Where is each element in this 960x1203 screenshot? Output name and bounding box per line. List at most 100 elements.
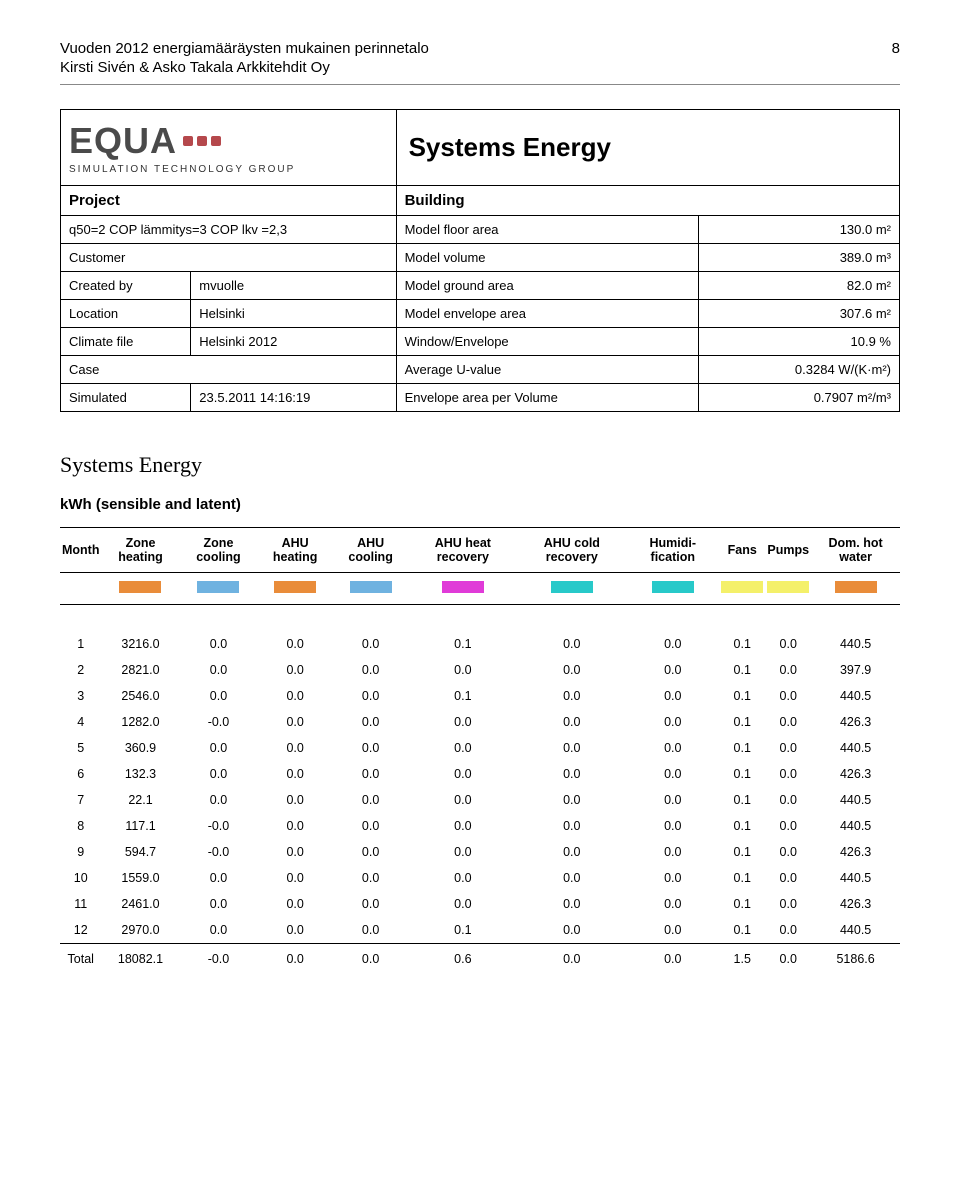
- table-cell: 0.0: [765, 865, 811, 891]
- table-cell: 0.0: [517, 761, 626, 787]
- table-cell: 0.0: [333, 631, 408, 657]
- total-cell: 0.0: [257, 944, 332, 975]
- table-cell: 0.0: [408, 865, 517, 891]
- building-value: 82.0 m²: [699, 272, 900, 300]
- table-row: 101559.00.00.00.00.00.00.00.10.0440.5: [60, 865, 900, 891]
- table-cell: 0.0: [765, 735, 811, 761]
- table-cell: 2461.0: [101, 891, 179, 917]
- table-cell: 0.0: [626, 917, 719, 944]
- table-cell: 0.0: [257, 865, 332, 891]
- table-cell: 0.1: [719, 761, 765, 787]
- project-left-label: Created by: [61, 272, 191, 300]
- table-cell: 0.0: [257, 631, 332, 657]
- column-header: Humidi- fication: [626, 528, 719, 573]
- column-header: AHU cooling: [333, 528, 408, 573]
- doc-title-line1: Vuoden 2012 energiamääräysten mukainen p…: [60, 40, 429, 57]
- color-swatch-cell: [101, 573, 179, 605]
- table-cell: 0.0: [333, 917, 408, 944]
- total-cell: 0.6: [408, 944, 517, 975]
- building-label: Model volume: [396, 244, 698, 272]
- table-cell: 0.1: [408, 631, 517, 657]
- color-swatch-cell: [517, 573, 626, 605]
- table-cell: 0.1: [719, 917, 765, 944]
- project-left-cell: Customer: [61, 244, 397, 272]
- color-swatch: [350, 581, 392, 593]
- project-left-label: Location: [61, 300, 191, 328]
- color-swatch: [551, 581, 593, 593]
- table-row: 13216.00.00.00.00.10.00.00.10.0440.5: [60, 631, 900, 657]
- table-cell: 0.1: [719, 891, 765, 917]
- building-value: 0.3284 W/(K·m²): [699, 356, 900, 384]
- table-row: 112461.00.00.00.00.00.00.00.10.0426.3: [60, 891, 900, 917]
- column-header: AHU heating: [257, 528, 332, 573]
- table-cell: 0.0: [180, 631, 258, 657]
- table-cell: 0.0: [333, 709, 408, 735]
- page-number: 8: [892, 40, 900, 57]
- table-cell: 0.1: [719, 735, 765, 761]
- table-cell: 0.0: [408, 787, 517, 813]
- color-swatch: [442, 581, 484, 593]
- column-header: AHU heat recovery: [408, 528, 517, 573]
- column-header: AHU cold recovery: [517, 528, 626, 573]
- table-cell: 1559.0: [101, 865, 179, 891]
- table-cell: 2546.0: [101, 683, 179, 709]
- table-cell: 0.1: [719, 709, 765, 735]
- table-cell: 0.0: [626, 683, 719, 709]
- table-cell: 0.0: [257, 683, 332, 709]
- total-cell: 0.0: [626, 944, 719, 975]
- total-cell: 0.0: [765, 944, 811, 975]
- table-cell: 0.0: [333, 787, 408, 813]
- table-cell: 117.1: [101, 813, 179, 839]
- table-cell: 594.7: [101, 839, 179, 865]
- color-swatch-cell: [408, 573, 517, 605]
- table-cell: 5: [60, 735, 101, 761]
- color-swatch-cell: [257, 573, 332, 605]
- doc-title-line2: Kirsti Sivén & Asko Takala Arkkitehdit O…: [60, 59, 429, 76]
- table-cell: 0.0: [257, 839, 332, 865]
- table-row: 5360.90.00.00.00.00.00.00.10.0440.5: [60, 735, 900, 761]
- building-label: Average U-value: [396, 356, 698, 384]
- table-row: 722.10.00.00.00.00.00.00.10.0440.5: [60, 787, 900, 813]
- color-swatch: [197, 581, 239, 593]
- color-swatch-cell: [765, 573, 811, 605]
- total-cell: 1.5: [719, 944, 765, 975]
- table-cell: 0.0: [517, 735, 626, 761]
- logo-subtitle: SIMULATION TECHNOLOGY GROUP: [69, 164, 388, 175]
- table-cell: 0.0: [333, 813, 408, 839]
- table-cell: -0.0: [180, 813, 258, 839]
- total-label: Total: [60, 944, 101, 975]
- table-cell: 0.0: [517, 631, 626, 657]
- color-swatch-cell: [811, 573, 900, 605]
- project-left-value: 23.5.2011 14:16:19: [191, 384, 396, 412]
- column-header: Pumps: [765, 528, 811, 573]
- table-cell: 0.0: [180, 735, 258, 761]
- table-cell: 440.5: [811, 865, 900, 891]
- table-cell: 0.0: [626, 813, 719, 839]
- color-swatch-cell: [60, 573, 101, 605]
- table-cell: 0.0: [333, 657, 408, 683]
- table-cell: 0.0: [408, 839, 517, 865]
- table-cell: 0.0: [257, 917, 332, 944]
- project-left-value: Helsinki 2012: [191, 328, 396, 356]
- table-cell: 0.0: [626, 709, 719, 735]
- table-row: 9594.7-0.00.00.00.00.00.00.10.0426.3: [60, 839, 900, 865]
- table-row: 6132.30.00.00.00.00.00.00.10.0426.3: [60, 761, 900, 787]
- table-cell: 0.1: [719, 787, 765, 813]
- table-cell: 3216.0: [101, 631, 179, 657]
- table-cell: 3: [60, 683, 101, 709]
- table-row: 122970.00.00.00.00.10.00.00.10.0440.5: [60, 917, 900, 944]
- project-left-value: Helsinki: [191, 300, 396, 328]
- table-cell: 440.5: [811, 683, 900, 709]
- table-cell: 0.1: [719, 683, 765, 709]
- project-left-cell: q50=2 COP lämmitys=3 COP lkv =2,3: [61, 216, 397, 244]
- table-cell: 0.0: [408, 891, 517, 917]
- table-cell: 0.0: [626, 657, 719, 683]
- table-cell: 0.0: [517, 683, 626, 709]
- table-cell: 0.0: [765, 657, 811, 683]
- table-row: 8117.1-0.00.00.00.00.00.00.10.0440.5: [60, 813, 900, 839]
- equa-logo: EQUA SIMULATION TECHNOLOGY GROUP: [69, 120, 388, 175]
- table-cell: 0.0: [333, 891, 408, 917]
- table-cell: 2970.0: [101, 917, 179, 944]
- table-cell: 0.0: [517, 787, 626, 813]
- table-row: 41282.0-0.00.00.00.00.00.00.10.0426.3: [60, 709, 900, 735]
